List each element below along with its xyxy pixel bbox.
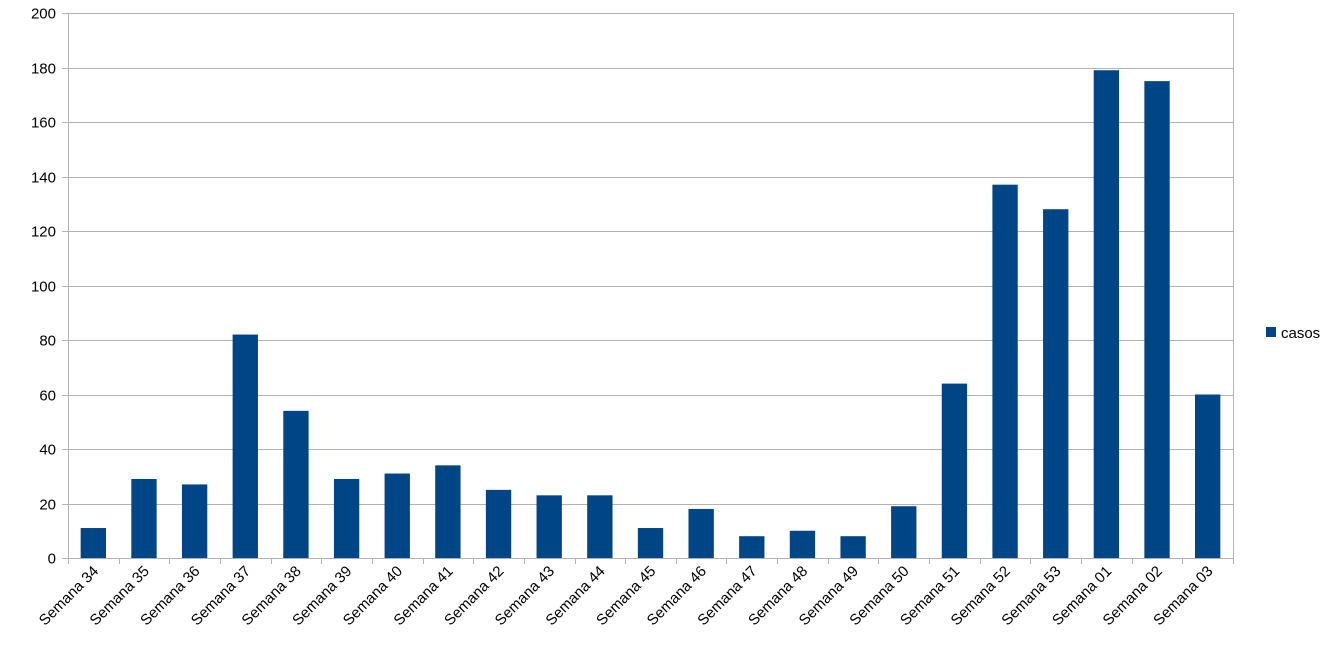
- bar-semana-47: [739, 536, 765, 558]
- bar-semana-49: [840, 536, 866, 558]
- bar-semana-42: [485, 489, 512, 558]
- y-tick-label-60: 60: [39, 388, 56, 405]
- x-axis: [68, 558, 1234, 564]
- y-tick-label-180: 180: [31, 61, 56, 78]
- bar-semana-01: [1093, 70, 1120, 558]
- legend: casos: [1266, 325, 1320, 342]
- y-tick-label-200: 200: [31, 6, 56, 23]
- bar-semana-02: [1144, 81, 1170, 558]
- bar-semana-51: [941, 383, 968, 558]
- y-tick-label-20: 20: [39, 497, 56, 514]
- y-tick-label-80: 80: [39, 333, 56, 350]
- bar-semana-46: [688, 508, 714, 558]
- bar-semana-50: [891, 506, 917, 558]
- bars: [80, 70, 1221, 559]
- bar-semana-45: [637, 528, 664, 558]
- bar-semana-41: [435, 465, 461, 558]
- y-tick-label-0: 0: [48, 551, 56, 568]
- legend-label-casos: casos: [1281, 325, 1320, 342]
- y-tick-label-140: 140: [31, 170, 56, 187]
- bar-semana-03: [1195, 394, 1221, 558]
- bar-semana-34: [80, 528, 106, 558]
- bar-semana-48: [789, 530, 816, 558]
- legend-swatch-casos: [1266, 327, 1276, 337]
- bar-semana-40: [384, 473, 410, 558]
- y-tick-label-160: 160: [31, 115, 56, 132]
- bar-semana-43: [536, 495, 562, 558]
- bar-semana-53: [1043, 209, 1069, 558]
- bar-semana-44: [587, 495, 613, 558]
- grid-lines: [62, 13, 1234, 559]
- bar-semana-39: [333, 478, 360, 558]
- y-tick-label-100: 100: [31, 279, 56, 296]
- bar-semana-36: [181, 484, 208, 558]
- bar-semana-35: [131, 478, 157, 558]
- bar-semana-37: [232, 334, 258, 558]
- y-axis-ticks: 0 20 40 60 80 100 120 140 160 180 200: [31, 6, 56, 568]
- y-tick-label-120: 120: [31, 224, 56, 241]
- bar-semana-52: [992, 184, 1018, 559]
- y-tick-label-40: 40: [39, 442, 56, 459]
- bar-semana-38: [283, 410, 309, 558]
